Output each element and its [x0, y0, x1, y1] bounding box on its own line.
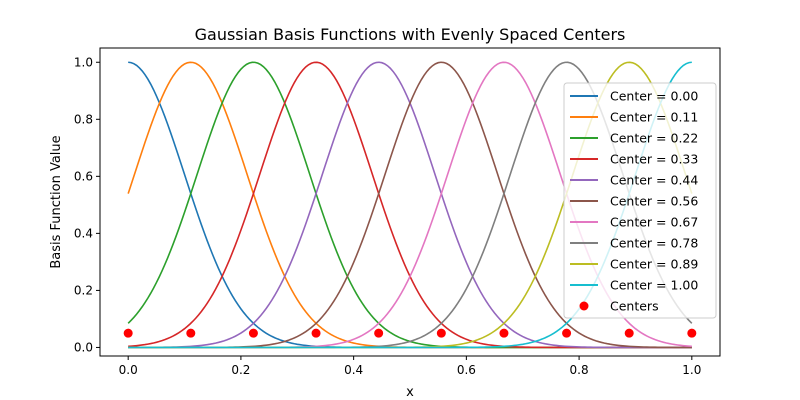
chart-title: Gaussian Basis Functions with Evenly Spa…	[195, 25, 626, 44]
legend-label-0: Center = 0.00	[610, 89, 698, 104]
x-tick-label-3: 0.6	[457, 363, 476, 377]
center-markers	[123, 328, 697, 338]
y-axis-label: Basis Function Value	[49, 135, 64, 268]
y-tick-label-5: 1.0	[74, 55, 93, 69]
legend: Center = 0.00 Center = 0.11 Center = 0.22 C…	[563, 82, 717, 319]
plot-frame	[99, 47, 721, 357]
legend-label-6: Center = 0.67	[610, 215, 698, 230]
center-point-6	[499, 328, 509, 338]
center-point-7	[562, 328, 572, 338]
legend-swatch-centers	[579, 301, 589, 311]
y-tick-label-1: 0.2	[74, 283, 93, 297]
y-tick-label-0: 0.0	[74, 340, 93, 354]
x-tick-label-1: 0.2	[231, 363, 250, 377]
legend-label-9: Center = 1.00	[610, 278, 698, 293]
center-point-8	[624, 328, 634, 338]
legend-label-8: Center = 0.89	[610, 257, 698, 272]
y-tick-label-3: 0.6	[74, 169, 93, 183]
legend-label-7: Center = 0.78	[610, 236, 698, 251]
legend-label-1: Center = 0.11	[610, 110, 698, 125]
y-axis-ticks: 0.0 0.2 0.4 0.6 0.8 1.0	[74, 55, 100, 354]
y-tick-label-4: 0.8	[74, 112, 93, 126]
x-tick-label-0: 0.0	[119, 363, 138, 377]
x-tick-label-4: 0.8	[570, 363, 589, 377]
x-tick-label-2: 0.4	[344, 363, 363, 377]
x-axis-ticks: 0.0 0.2 0.4 0.6 0.8 1.0	[119, 356, 701, 377]
legend-label-4: Center = 0.44	[610, 173, 698, 188]
center-point-2	[248, 328, 258, 338]
center-point-9	[687, 328, 697, 338]
center-point-3	[311, 328, 321, 338]
legend-box	[563, 82, 717, 319]
center-point-4	[374, 328, 384, 338]
y-tick-label-2: 0.4	[74, 226, 93, 240]
legend-label-centers: Centers	[610, 299, 659, 314]
center-point-1	[186, 328, 196, 338]
legend-label-2: Center = 0.22	[610, 131, 698, 146]
x-tick-label-5: 1.0	[682, 363, 701, 377]
center-point-0	[123, 328, 133, 338]
legend-label-5: Center = 0.56	[610, 194, 698, 209]
center-point-5	[436, 328, 446, 338]
legend-label-3: Center = 0.33	[610, 152, 698, 167]
x-axis-label: x	[406, 385, 414, 400]
